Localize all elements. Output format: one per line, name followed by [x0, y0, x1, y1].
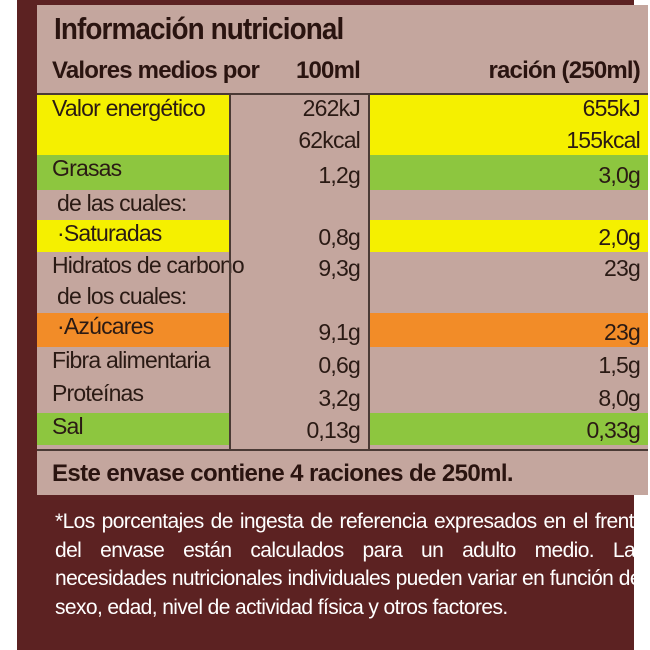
per-100ml-value: 0,13g	[306, 417, 360, 443]
per-serving-value: 1,5g	[598, 352, 640, 378]
per-serving-cell: 23g	[370, 252, 648, 283]
per-serving-value: 2,0g	[598, 224, 640, 250]
per-serving-cell: 8,0g	[370, 380, 648, 413]
nutrient-label-cell: Fibra alimentaria	[37, 347, 229, 380]
per-100ml-cell: 9,1g	[231, 313, 368, 347]
per-serving-value: 3,0g	[598, 162, 640, 188]
nutrient-label-cell: Proteínas	[37, 380, 229, 413]
nutrient-row: ·Azúcares 9,1g 23g	[37, 313, 648, 347]
per-serving-cell: 2,0g	[370, 220, 648, 252]
per-100ml-value: 0,8g	[318, 224, 360, 250]
table-bottom-divider	[37, 449, 648, 451]
nutrient-label: Fibra alimentaria	[52, 347, 210, 373]
nutrient-label: Sal	[52, 413, 84, 439]
nutrition-table-panel: Información nutricional Valores medios p…	[37, 5, 648, 495]
nutrient-label-cell: Valor energético	[37, 95, 229, 155]
nutrient-row: ·Saturadas 0,8g 2,0g	[37, 220, 648, 252]
nutrient-label-cell: de los cuales:	[37, 283, 229, 313]
nutrient-row: de las cuales:	[37, 190, 648, 220]
per-100ml-cell: 3,2g	[231, 380, 368, 413]
nutrient-row: de los cuales:	[37, 283, 648, 313]
nutrient-label: ·Saturadas	[57, 220, 162, 246]
per-100ml-cell: 0,13g	[231, 413, 368, 445]
per-serving-value: 23g	[604, 255, 641, 281]
per-100ml-cell: 0,8g	[231, 220, 368, 252]
header-divider	[37, 93, 648, 95]
nutrient-label: de los cuales:	[57, 283, 187, 309]
per-serving-value: 8,0g	[598, 385, 640, 411]
per-serving-value: 0,33g	[586, 417, 640, 443]
header-per-100ml: 100ml	[295, 57, 361, 84]
per-serving-cell: 0,33g	[370, 413, 648, 445]
nutrient-label: Grasas	[52, 155, 122, 181]
per-100ml-value: 0,6g	[318, 352, 360, 378]
nutrient-label: Hidratos de carbono	[52, 252, 245, 278]
per-100ml-value: 262kJ	[302, 95, 361, 121]
nutrient-row: Grasas 1,2g 3,0g	[37, 155, 648, 190]
nutrient-label-cell: ·Saturadas	[37, 220, 229, 252]
per-serving-cell: 655kJ 155kcal	[370, 95, 648, 155]
nutrient-label-cell: Hidratos de carbono	[37, 252, 245, 283]
per-100ml-cell: 0,6g	[231, 347, 368, 380]
header-per-serving: ración (250ml)	[488, 57, 640, 84]
header-label: Valores medios por	[52, 57, 260, 84]
per-100ml-value-kcal: 62kcal	[298, 127, 360, 153]
per-100ml-cell: 9,3g	[231, 252, 368, 283]
per-serving-value: 23g	[604, 319, 641, 345]
nutrient-label: de las cuales:	[57, 190, 187, 216]
nutrient-label: Proteínas	[52, 380, 144, 406]
per-serving-cell: 23g	[370, 313, 648, 347]
per-serving-value: 655kJ	[582, 95, 641, 121]
per-100ml-cell: 262kJ 62kcal	[231, 95, 368, 155]
per-100ml-cell: 1,2g	[231, 155, 368, 190]
nutrient-row: Fibra alimentaria 0,6g 1,5g	[37, 347, 648, 380]
per-100ml-value: 9,1g	[318, 319, 360, 345]
per-serving-cell	[370, 283, 648, 313]
nutrient-label-cell: Sal	[37, 413, 229, 445]
nutrient-row: Valor energético 262kJ 62kcal 655kJ 155kcal	[37, 95, 648, 155]
nutrient-label-cell: Grasas	[37, 155, 229, 190]
servings-note: Este envase contiene 4 raciones de 250ml…	[52, 460, 514, 487]
nutrient-label: ·Azúcares	[57, 313, 154, 339]
per-100ml-value: 3,2g	[318, 385, 360, 411]
nutrient-row: Sal 0,13g 0,33g	[37, 413, 648, 445]
per-100ml-value: 9,3g	[318, 255, 360, 281]
per-100ml-cell	[231, 283, 368, 313]
nutrient-label-cell: de las cuales:	[37, 190, 229, 220]
column-divider	[229, 95, 231, 450]
footnote: *Los porcentajes de ingesta de referenci…	[55, 510, 646, 619]
nutrient-label-cell: ·Azúcares	[37, 313, 229, 347]
nutrient-label: Valor energético	[52, 95, 206, 121]
nutrient-row: Hidratos de carbono 9,3g 23g	[37, 252, 648, 283]
nutrient-row: Proteínas 3,2g 8,0g	[37, 380, 648, 413]
per-serving-cell: 1,5g	[370, 347, 648, 380]
per-100ml-cell	[231, 190, 368, 220]
per-serving-value-kcal: 155kcal	[566, 127, 640, 153]
per-100ml-value: 1,2g	[318, 162, 360, 188]
per-serving-cell	[370, 190, 648, 220]
label-title: Información nutricional	[54, 11, 344, 46]
column-divider	[368, 95, 370, 450]
per-serving-cell: 3,0g	[370, 155, 648, 190]
nutrition-label: Información nutricional Valores medios p…	[17, 0, 648, 650]
